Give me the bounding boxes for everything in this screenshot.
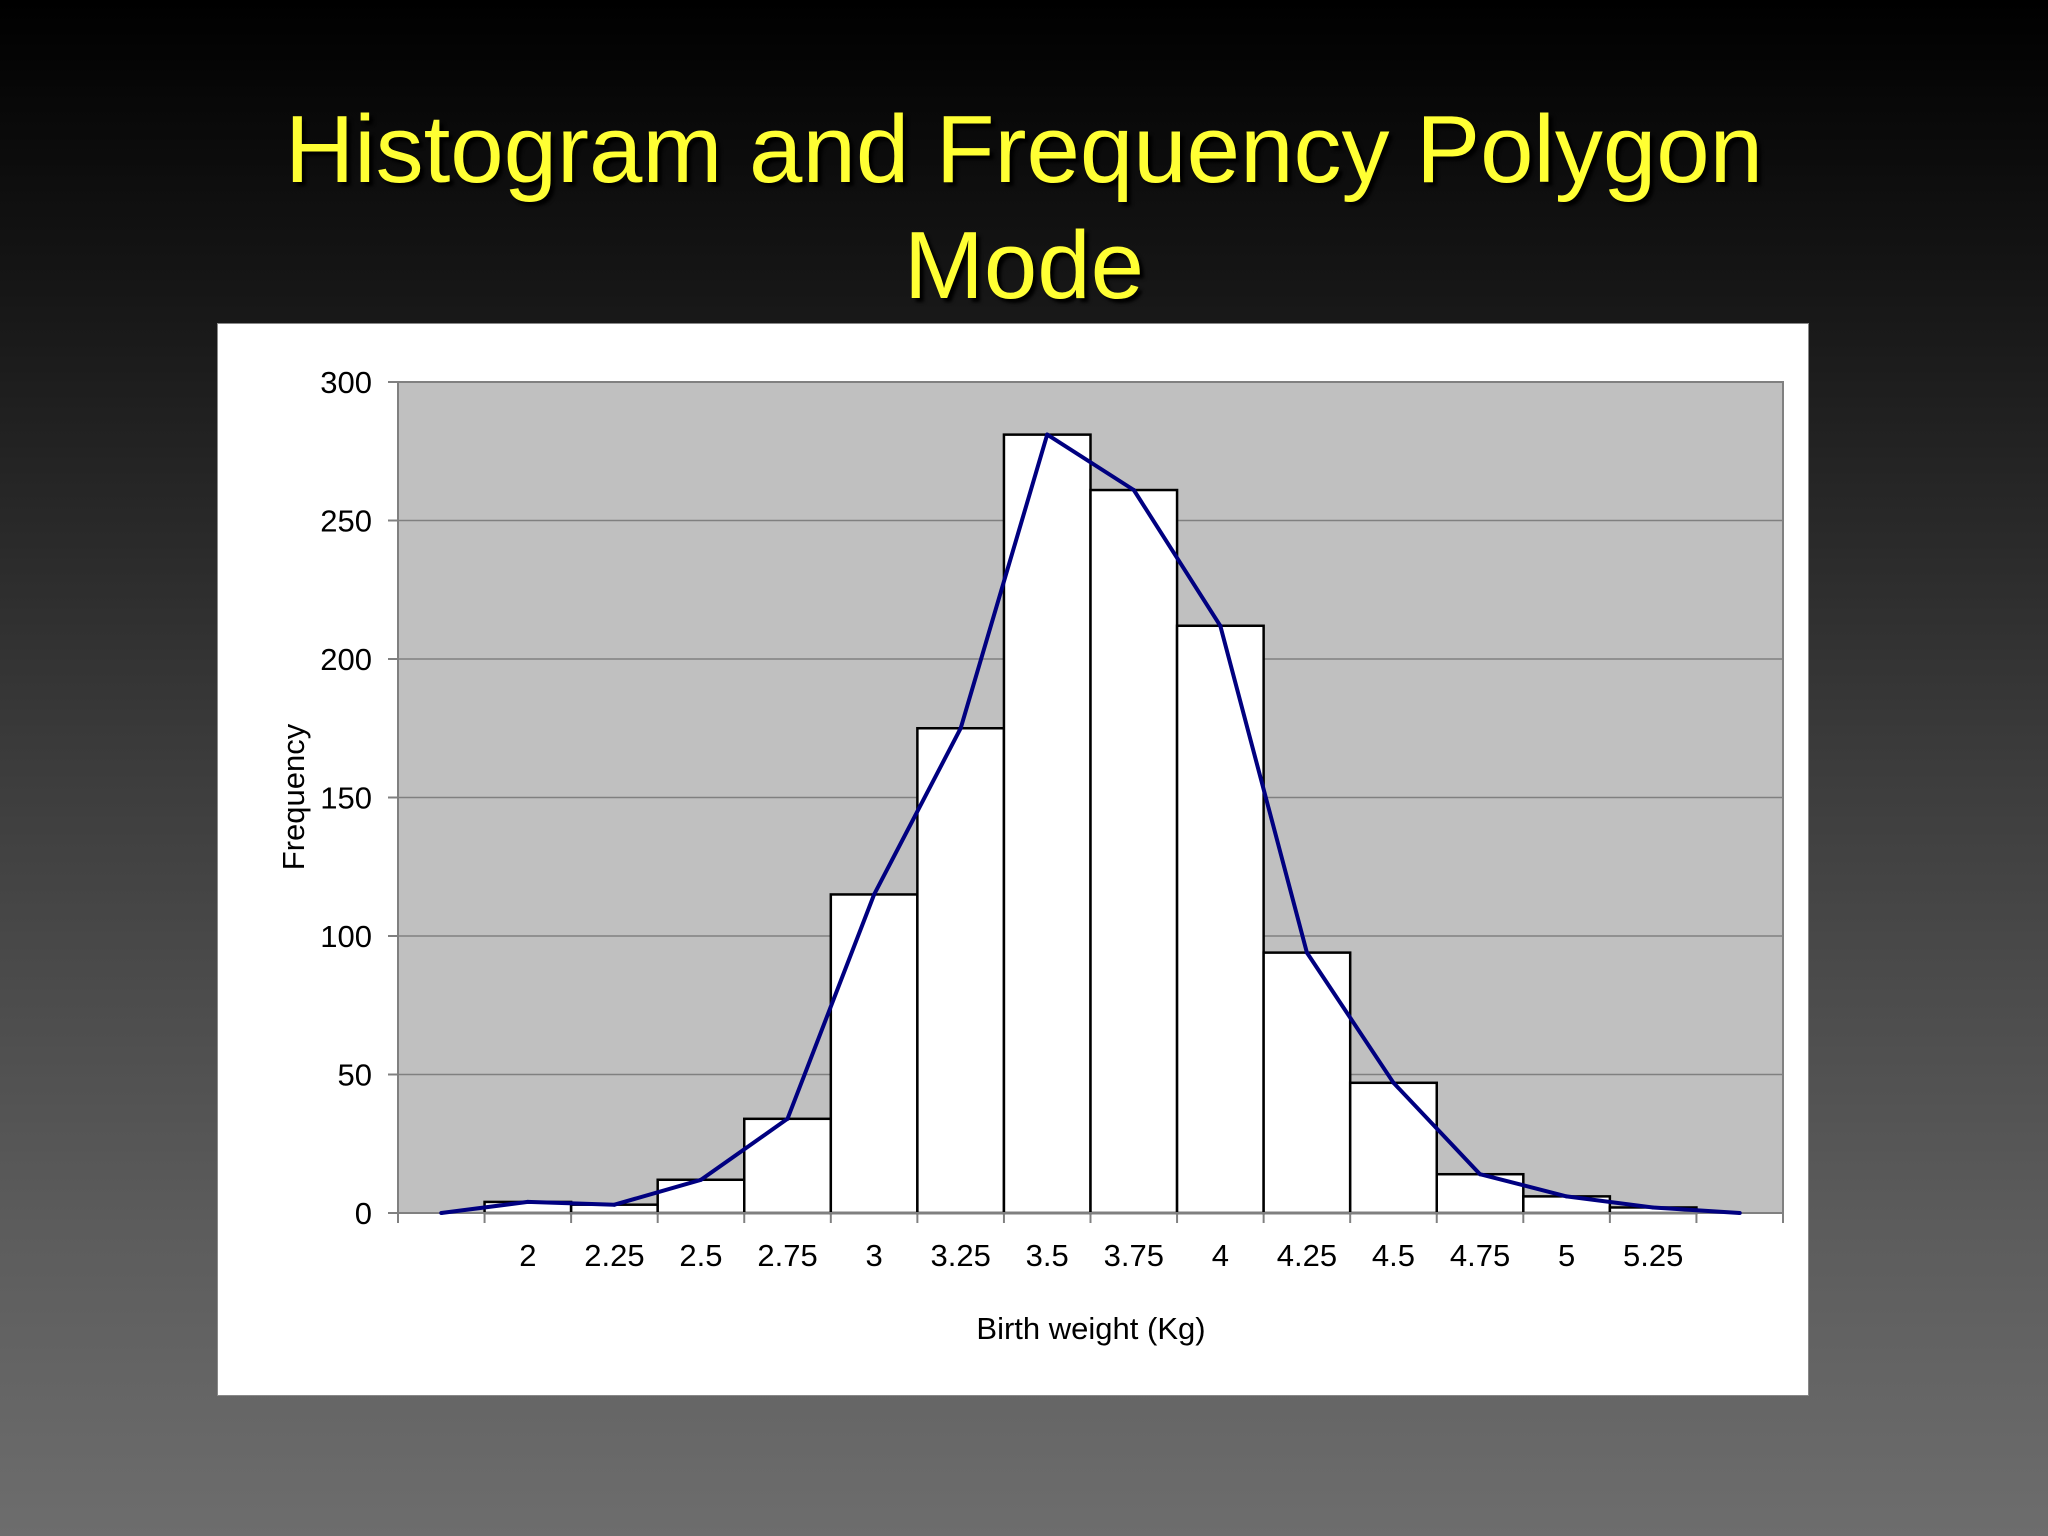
y-tick-label: 300 [320,365,372,400]
y-tick-label: 150 [320,781,372,816]
y-tick-label: 100 [320,919,372,954]
slide-title-line-2: Mode [903,212,1145,319]
chart-panel: 0 50 100 150 200 250 300 2 2.25 2.5 2.75 3 3.25 3.5 3.… [217,323,1809,1396]
frequency-polygon [441,432,1740,1215]
histogram-chart: 0 50 100 150 200 250 300 2 2.25 2.5 2.75 3 3.25 3.5 3.… [276,365,1784,1346]
y-tick-label: 0 [355,1196,372,1231]
y-axis-label: Frequency [276,723,311,870]
slide-title: Histogram and Frequency Polygon Mode [0,92,2048,324]
histogram-bar [656,1178,746,1215]
x-tick-label: 5 [1558,1238,1575,1273]
slide-title-line-1: Histogram and Frequency Polygon [284,96,1764,203]
x-tick-label: 3.75 [1104,1238,1164,1273]
x-tick-label: 4.5 [1372,1238,1415,1273]
x-tick-label: 3.5 [1026,1238,1069,1273]
x-tick-label: 2.5 [679,1238,722,1273]
x-axis-label: Birth weight (Kg) [976,1311,1205,1346]
histogram-bar [1348,1081,1438,1215]
x-tick-label: 3.25 [930,1238,990,1273]
y-tick-label: 50 [338,1058,372,1093]
histogram-bar [829,893,919,1215]
histogram-bar [1002,433,1092,1215]
x-tick-label: 2.25 [584,1238,644,1273]
bars [483,433,1698,1215]
x-tick-label: 2.75 [757,1238,817,1273]
x-tick-label: 2 [519,1238,536,1273]
x-tick-label: 4.25 [1277,1238,1337,1273]
x-tick-label: 4.75 [1450,1238,1510,1273]
y-tick-label: 250 [320,504,372,539]
histogram-bar [743,1117,833,1215]
axes [388,381,1784,1223]
x-tick-label: 3 [865,1238,882,1273]
histogram-bar [1262,951,1352,1215]
x-tick-label: 4 [1212,1238,1229,1273]
x-tick-label: 5.25 [1623,1238,1683,1273]
y-tick-label: 200 [320,642,372,677]
histogram-bar [1089,488,1179,1215]
histogram-bar [1175,624,1265,1215]
tick-labels: 0 50 100 150 200 250 300 2 2.25 2.5 2.75 3 3.25 3.5 3.… [320,365,1742,1273]
histogram-bar [916,727,1006,1215]
